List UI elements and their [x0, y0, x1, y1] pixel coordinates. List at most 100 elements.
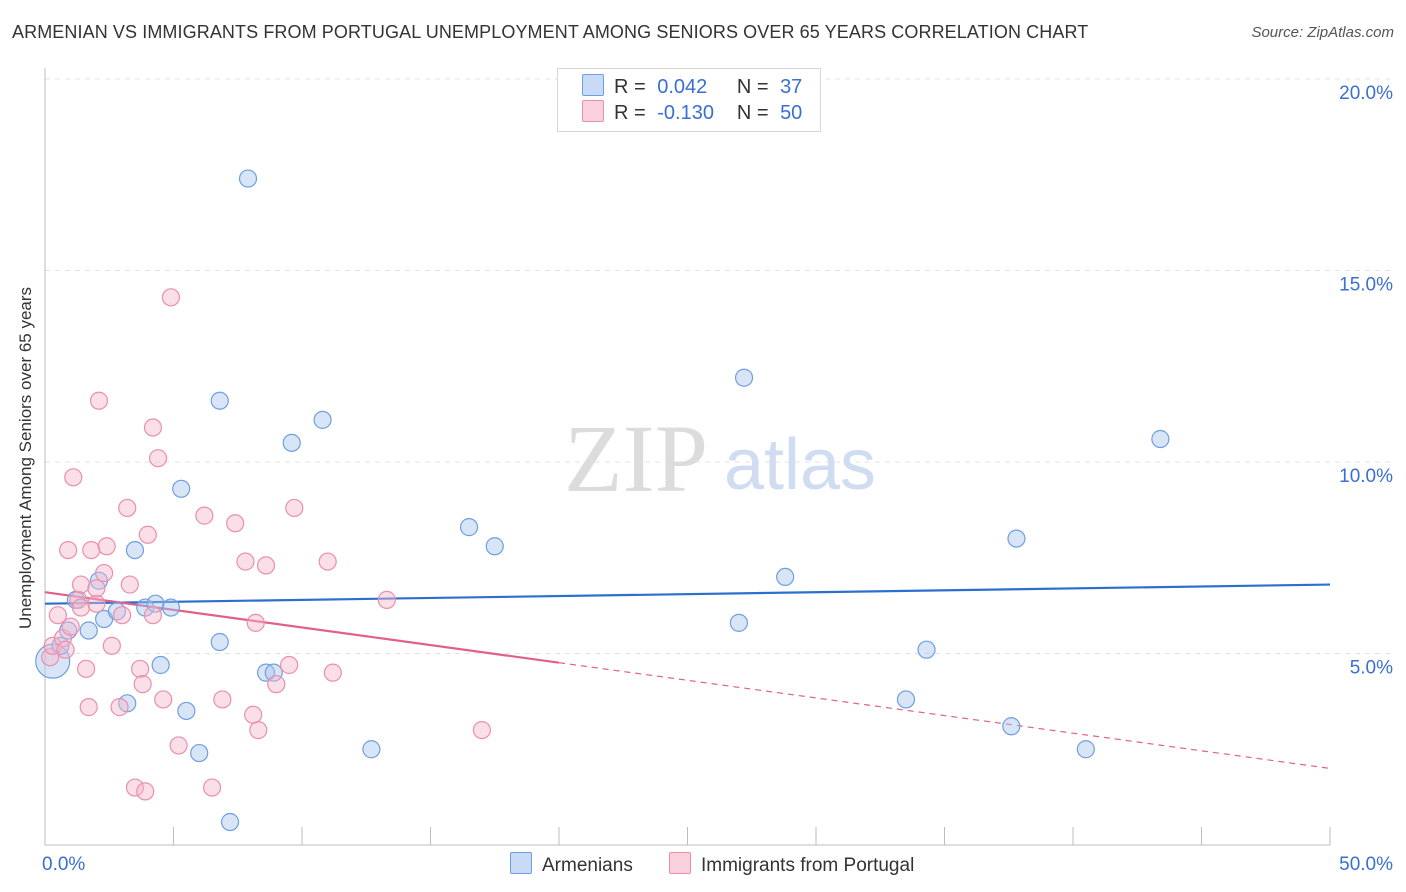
armenians-point	[729, 613, 749, 632]
portugal-point	[143, 418, 163, 437]
legend-n-label: N =	[736, 76, 769, 98]
legend-n-label: N =	[736, 102, 769, 124]
portugal-point	[120, 575, 139, 594]
portugal-point	[267, 675, 286, 694]
portugal-point	[125, 778, 145, 797]
bottom-legend-armenians: Armenians	[510, 852, 633, 877]
portugal-point	[82, 540, 101, 560]
source-credit: Source: ZipAtlas.com	[1251, 24, 1394, 41]
armenians-point	[177, 701, 196, 721]
portugal-point	[87, 579, 106, 598]
legend-r-value: -0.130	[657, 102, 714, 124]
trend-line-extension	[558, 662, 1331, 769]
armenians-point	[1151, 429, 1170, 449]
portugal-point	[79, 698, 98, 717]
y-tick-label: 5.0%	[1350, 658, 1393, 679]
armenians-point	[362, 740, 381, 759]
portugal-point	[41, 648, 60, 667]
legend-n-value: 37	[780, 76, 803, 98]
legend-row-portugal: R = -0.130 N = 50	[582, 100, 802, 126]
armenians-point	[125, 540, 145, 560]
portugal-point	[118, 498, 137, 518]
portugal-point	[226, 514, 245, 533]
portugal-point	[48, 606, 67, 625]
portugal-point	[323, 663, 342, 682]
correlation-legend: R = 0.042 N = 37 R = -0.130 N = 50	[557, 68, 821, 132]
legend-r-label: R =	[614, 102, 646, 124]
armenians-swatch	[582, 74, 604, 96]
portugal-point	[71, 575, 91, 594]
portugal-point	[213, 690, 232, 709]
armenians-point	[220, 812, 240, 832]
armenians-point	[776, 567, 795, 587]
portugal-point	[161, 288, 181, 307]
trend-line-portugal	[44, 591, 560, 664]
y-axis-label: Unemployment Among Seniors over 65 years	[16, 286, 35, 630]
portugal-point	[110, 698, 129, 717]
portugal-point	[256, 556, 276, 575]
armenians-point	[190, 743, 209, 763]
portugal-point	[56, 640, 75, 659]
watermark-atlas: atlas	[724, 425, 876, 505]
trend-lines	[44, 583, 1331, 769]
armenians-point	[35, 643, 71, 679]
portugal-point	[285, 498, 304, 518]
armenians-point	[264, 663, 283, 682]
armenians-point	[313, 410, 332, 429]
legend-r-value: 0.042	[657, 76, 708, 98]
portugal-point	[89, 391, 109, 410]
armenians-point	[79, 621, 98, 640]
portugal-point	[169, 736, 188, 755]
armenians-point	[210, 391, 229, 410]
portugal-point	[77, 659, 96, 678]
chart-title: ARMENIAN VS IMMIGRANTS FROM PORTUGAL UNE…	[12, 22, 1089, 42]
portugal-point	[102, 636, 121, 655]
portugal-point	[138, 525, 157, 544]
portugal-point	[472, 720, 491, 740]
bottom-legend-portugal: Immigrants from Portugal	[669, 852, 914, 877]
armenians-point	[210, 632, 229, 652]
armenians-point	[136, 598, 155, 617]
portugal-point	[148, 449, 168, 468]
data-points	[35, 169, 1170, 832]
portugal-swatch	[582, 100, 604, 122]
armenians-point	[161, 598, 181, 617]
portugal-point	[202, 778, 222, 797]
armenians-point	[172, 479, 191, 498]
portugal-point	[112, 606, 132, 625]
portugal-point	[246, 613, 265, 632]
y-tick-label: 20.0%	[1339, 83, 1393, 104]
watermark: ZIP atlas	[564, 405, 876, 512]
portugal-point	[244, 705, 263, 724]
axes	[44, 68, 1331, 846]
portugal-swatch	[669, 852, 691, 874]
portugal-point	[143, 606, 163, 625]
portugal-point	[195, 506, 214, 525]
armenians-point	[485, 537, 504, 556]
portugal-point	[59, 540, 78, 560]
armenians-point	[1002, 717, 1021, 736]
y-axis-label-wrap: Unemployment Among Seniors over 65 years	[14, 258, 38, 658]
portugal-point	[154, 690, 173, 709]
armenians-point	[459, 518, 479, 537]
portugal-point	[249, 720, 268, 740]
armenians-point	[146, 594, 165, 613]
portugal-point	[236, 552, 255, 571]
armenians-point	[917, 640, 936, 659]
legend-r-label: R =	[614, 76, 646, 98]
portugal-point	[280, 655, 299, 675]
portugal-point	[61, 617, 80, 636]
legend-row-armenians: R = 0.042 N = 37	[582, 74, 802, 100]
armenians-point	[1076, 740, 1095, 759]
y-tick-labels: 5.0% 10.0% 15.0% 20.0%	[1339, 83, 1393, 679]
armenians-swatch	[510, 852, 532, 874]
y-tick-label: 10.0%	[1339, 466, 1393, 487]
y-tick-label: 15.0%	[1339, 275, 1393, 296]
armenians-point	[282, 433, 301, 452]
armenians-point	[734, 368, 754, 387]
portugal-point	[71, 598, 91, 617]
bottom-legend-label: Immigrants from Portugal	[701, 855, 915, 876]
armenians-point	[1007, 529, 1026, 548]
portugal-point	[136, 782, 155, 801]
